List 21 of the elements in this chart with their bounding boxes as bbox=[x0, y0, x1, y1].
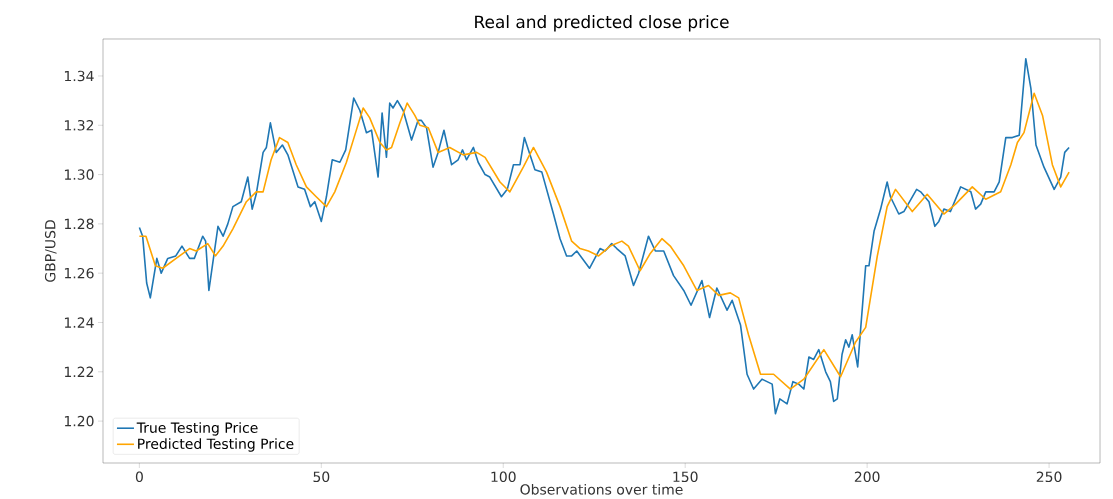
y-tick-label: 1.28 bbox=[64, 218, 94, 230]
line-series bbox=[138, 57, 1070, 415]
chart-title: Real and predicted close price bbox=[475, 15, 729, 32]
y-tick-label: 1.20 bbox=[64, 415, 94, 427]
y-tick-label: 1.30 bbox=[64, 169, 94, 180]
y-tick-label: 1.32 bbox=[64, 119, 94, 131]
x-tick-label: 150 bbox=[673, 471, 698, 483]
y-tick-label: 1.34 bbox=[64, 70, 94, 82]
line-series bbox=[138, 92, 1070, 390]
x-axis-title: Observations over time bbox=[520, 483, 683, 495]
y-tick-label: 1.26 bbox=[64, 267, 94, 279]
y-tick-label: 1.22 bbox=[64, 366, 94, 377]
y-axis-title: GBP/USD bbox=[44, 220, 57, 282]
x-tick-label: 0 bbox=[135, 471, 143, 483]
y-tick-label: 1.24 bbox=[64, 317, 94, 328]
x-tick-label: 200 bbox=[854, 471, 880, 483]
x-tick-label: 50 bbox=[313, 471, 330, 483]
x-tick-label: 100 bbox=[491, 471, 516, 483]
legend-label: True Testing Price bbox=[136, 422, 258, 436]
legend-label: Predicted Testing Price bbox=[138, 438, 294, 452]
x-tick-label: 250 bbox=[1036, 471, 1062, 483]
